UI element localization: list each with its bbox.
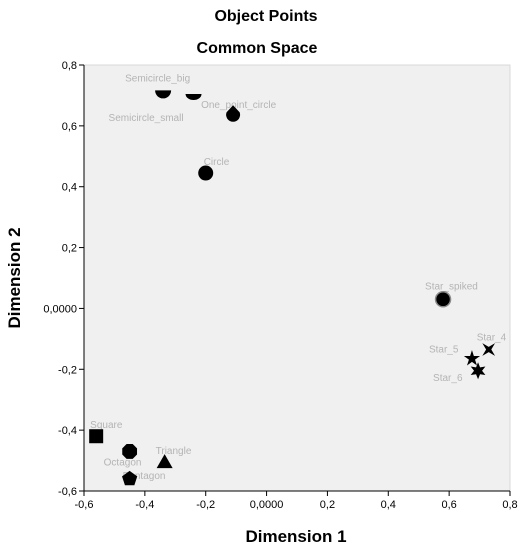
- point-label: Star_4: [477, 333, 507, 344]
- data-point: [226, 105, 241, 122]
- plot-area: [83, 64, 511, 492]
- y-tick-label: 0,8: [62, 60, 77, 72]
- point-label: Star_6: [433, 373, 463, 384]
- x-axis-label: Dimension 1: [245, 527, 346, 546]
- x-tick-label: -0,6: [75, 499, 94, 511]
- data-point: [89, 429, 104, 444]
- x-tick-label: 0,0000: [250, 499, 284, 511]
- point-label: Square: [90, 420, 123, 431]
- y-tick-label: 0,2: [62, 243, 77, 255]
- point-label: Star_5: [429, 345, 459, 356]
- y-tick-label: 0,6: [62, 121, 77, 133]
- y-tick-label: -0,6: [58, 486, 77, 498]
- data-point: [470, 362, 486, 380]
- x-tick-label: 0,2: [320, 499, 335, 511]
- point-label: Star_spiked: [425, 281, 478, 292]
- point-label: Semicircle_small: [109, 113, 184, 124]
- data-point: [122, 444, 138, 459]
- data-point: [434, 291, 452, 308]
- point-label: Octagon: [104, 457, 142, 468]
- y-axis-label: Dimension 2: [5, 227, 24, 328]
- data-point: [463, 350, 481, 366]
- y-axis-ticks: 0,8 0,6 0,4 0,2 0,0000 -0,2 -0,4 -0,6: [43, 60, 84, 498]
- x-axis-ticks: -0,6 -0,4 -0,2 0,0000 0,2 0,4 0,6 0,8: [75, 491, 518, 511]
- x-tick-label: -0,4: [135, 499, 154, 511]
- data-point: [122, 470, 138, 486]
- point-label: Semicircle_big: [125, 73, 190, 84]
- data-point: [155, 90, 172, 99]
- point-label: One_point_circle: [201, 100, 276, 111]
- x-tick-label: 0,4: [381, 499, 396, 511]
- y-tick-label: -0,4: [58, 425, 77, 437]
- y-tick-label: -0,2: [58, 364, 77, 376]
- data-point: [198, 165, 214, 181]
- x-tick-label: -0,2: [196, 499, 215, 511]
- point-label: Circle: [204, 157, 230, 168]
- point-label: Pentagon: [123, 471, 166, 482]
- data-point: [482, 343, 496, 356]
- point-label: Triangle: [156, 446, 192, 457]
- point-markers: [89, 90, 496, 486]
- y-tick-label: 0,0000: [43, 303, 77, 315]
- point-labels: Semicircle_big Semicircle_small One_point_…: [90, 73, 506, 481]
- y-tick-label: 0,4: [62, 182, 77, 194]
- x-tick-label: 0,8: [502, 499, 517, 511]
- x-tick-label: 0,6: [441, 499, 456, 511]
- chart-subtitle: Common Space: [197, 40, 318, 57]
- chart-title: Object Points: [214, 8, 317, 25]
- data-point: [156, 454, 173, 469]
- data-point: [185, 93, 202, 100]
